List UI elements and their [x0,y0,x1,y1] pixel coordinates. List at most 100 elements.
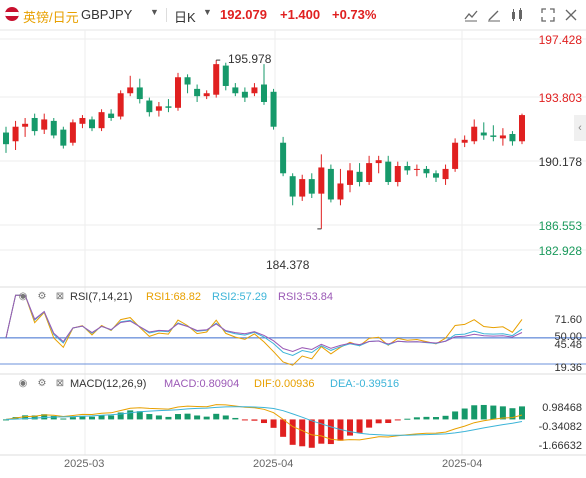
candle-body [98,112,105,129]
macd-histogram-bar [519,406,525,420]
macd-title[interactable]: MACD(12,26,9) [70,378,147,390]
collapse-panel-icon[interactable]: ‹ [574,115,586,141]
candle-body [12,126,19,142]
rsi-header: ◉ ⚙ ⊠ RSI(7,14,21) RSI1:68.82 RSI2:57.29… [0,291,586,307]
dif-line [5,404,523,441]
macd-histogram-bar [280,419,287,437]
macd-histogram-bar [375,419,382,424]
macd-histogram-bar [461,408,468,420]
candle-body [165,106,172,108]
period-dropdown-icon[interactable]: ▼ [203,7,212,17]
gear-icon[interactable]: ⚙ [37,378,47,389]
candle-body [280,142,287,174]
eye-icon[interactable]: ◉ [18,291,28,302]
macd-histogram-bar [117,412,124,420]
pair-name-cn[interactable]: 英镑/日元 [23,10,79,25]
price-change: +1.400 [280,7,321,22]
price-axis-label: 193.803 [538,91,582,105]
candle-body [3,132,9,145]
macd-histogram-bar [366,419,373,428]
candle-body [31,117,38,132]
macd-histogram-bar [241,419,248,421]
macd-histogram-bar [308,419,315,448]
candle-body [155,106,162,111]
candle-body [347,170,353,185]
expand-icon[interactable] [540,7,556,23]
draw-icon[interactable] [486,7,502,23]
candle-body [356,171,363,183]
rsi1-value: RSI1:68.82 [146,291,202,303]
candle-body [136,87,143,100]
candle-body [117,93,124,117]
close-icon[interactable]: ⊠ [55,291,65,302]
macd-histogram-bar [270,419,277,428]
candle-body [461,139,468,143]
macd-histogram-bar [22,415,29,420]
candle-body [337,183,344,200]
macd-histogram-bar [3,419,9,421]
period-selector[interactable]: 日K [174,10,196,25]
macd-histogram-bar [404,418,411,420]
dea-value: DEA:-0.39516 [330,378,400,390]
macd-histogram-bar [423,416,430,420]
rsi-axis-label: 50.00 [554,331,582,343]
macd-histogram-bar [356,419,363,433]
indicator-icon[interactable] [509,7,525,23]
macd-histogram-bar [184,413,191,420]
macd-histogram-bar [337,419,344,441]
candle-body [499,135,506,139]
macd-axis-label: -0.34082 [538,421,582,433]
candle-body [194,88,201,97]
candle-body [50,120,57,136]
candle-body [471,126,478,142]
macd-histogram-bar [385,419,392,424]
macd-histogram-bar [452,411,459,420]
rsi-title[interactable]: RSI(7,14,21) [70,291,133,303]
pair-dropdown-icon[interactable]: ▼ [150,7,159,17]
candle-body [394,166,401,183]
candle-body [442,168,449,180]
candle-body [79,117,86,124]
macd-histogram-bar [394,419,401,421]
macd-histogram-bar [175,414,181,420]
candle-body [433,173,439,178]
pair-symbol[interactable]: GBPJPY [81,7,133,22]
chart-settings-icon[interactable] [463,7,479,23]
low-annotation: 184.378 [266,258,310,272]
candle-body [509,133,516,142]
macd-histogram-bar [499,406,506,420]
candle-body [327,168,334,200]
more-icon[interactable] [563,7,579,23]
candle-body [480,132,487,136]
candle-body [203,93,210,97]
macd-histogram-bar [203,416,210,420]
macd-histogram-bar [136,411,143,420]
candle-body [108,113,115,118]
price-axis-label: 182.928 [538,244,582,258]
macd-histogram-bar [433,417,439,420]
candle-body [146,100,153,113]
candle-body [175,77,181,108]
macd-histogram-bar [60,418,67,420]
price-axis-label: 197.428 [538,33,582,47]
macd-histogram-bar [490,405,497,420]
rsi-axis-label: 19.36 [554,362,582,374]
candle-body [413,168,420,170]
macd-histogram-bar [318,419,325,444]
candle-body [251,87,258,94]
macd-histogram-bar [194,415,201,420]
macd-histogram-bar [41,414,48,420]
gear-icon[interactable]: ⚙ [37,291,47,302]
close-icon[interactable]: ⊠ [55,378,65,389]
candle-body [60,129,67,146]
dea-line [5,406,523,436]
macd-histogram-bar [327,419,334,445]
eye-icon[interactable]: ◉ [18,378,28,389]
date-axis-label: 2025-04 [253,458,294,470]
rsi-axis-label: 71.60 [554,314,582,326]
candle-body [452,142,459,169]
macd-histogram-bar [222,415,229,420]
dif-value: DIF:0.00936 [254,378,315,390]
candle-body [299,179,306,197]
